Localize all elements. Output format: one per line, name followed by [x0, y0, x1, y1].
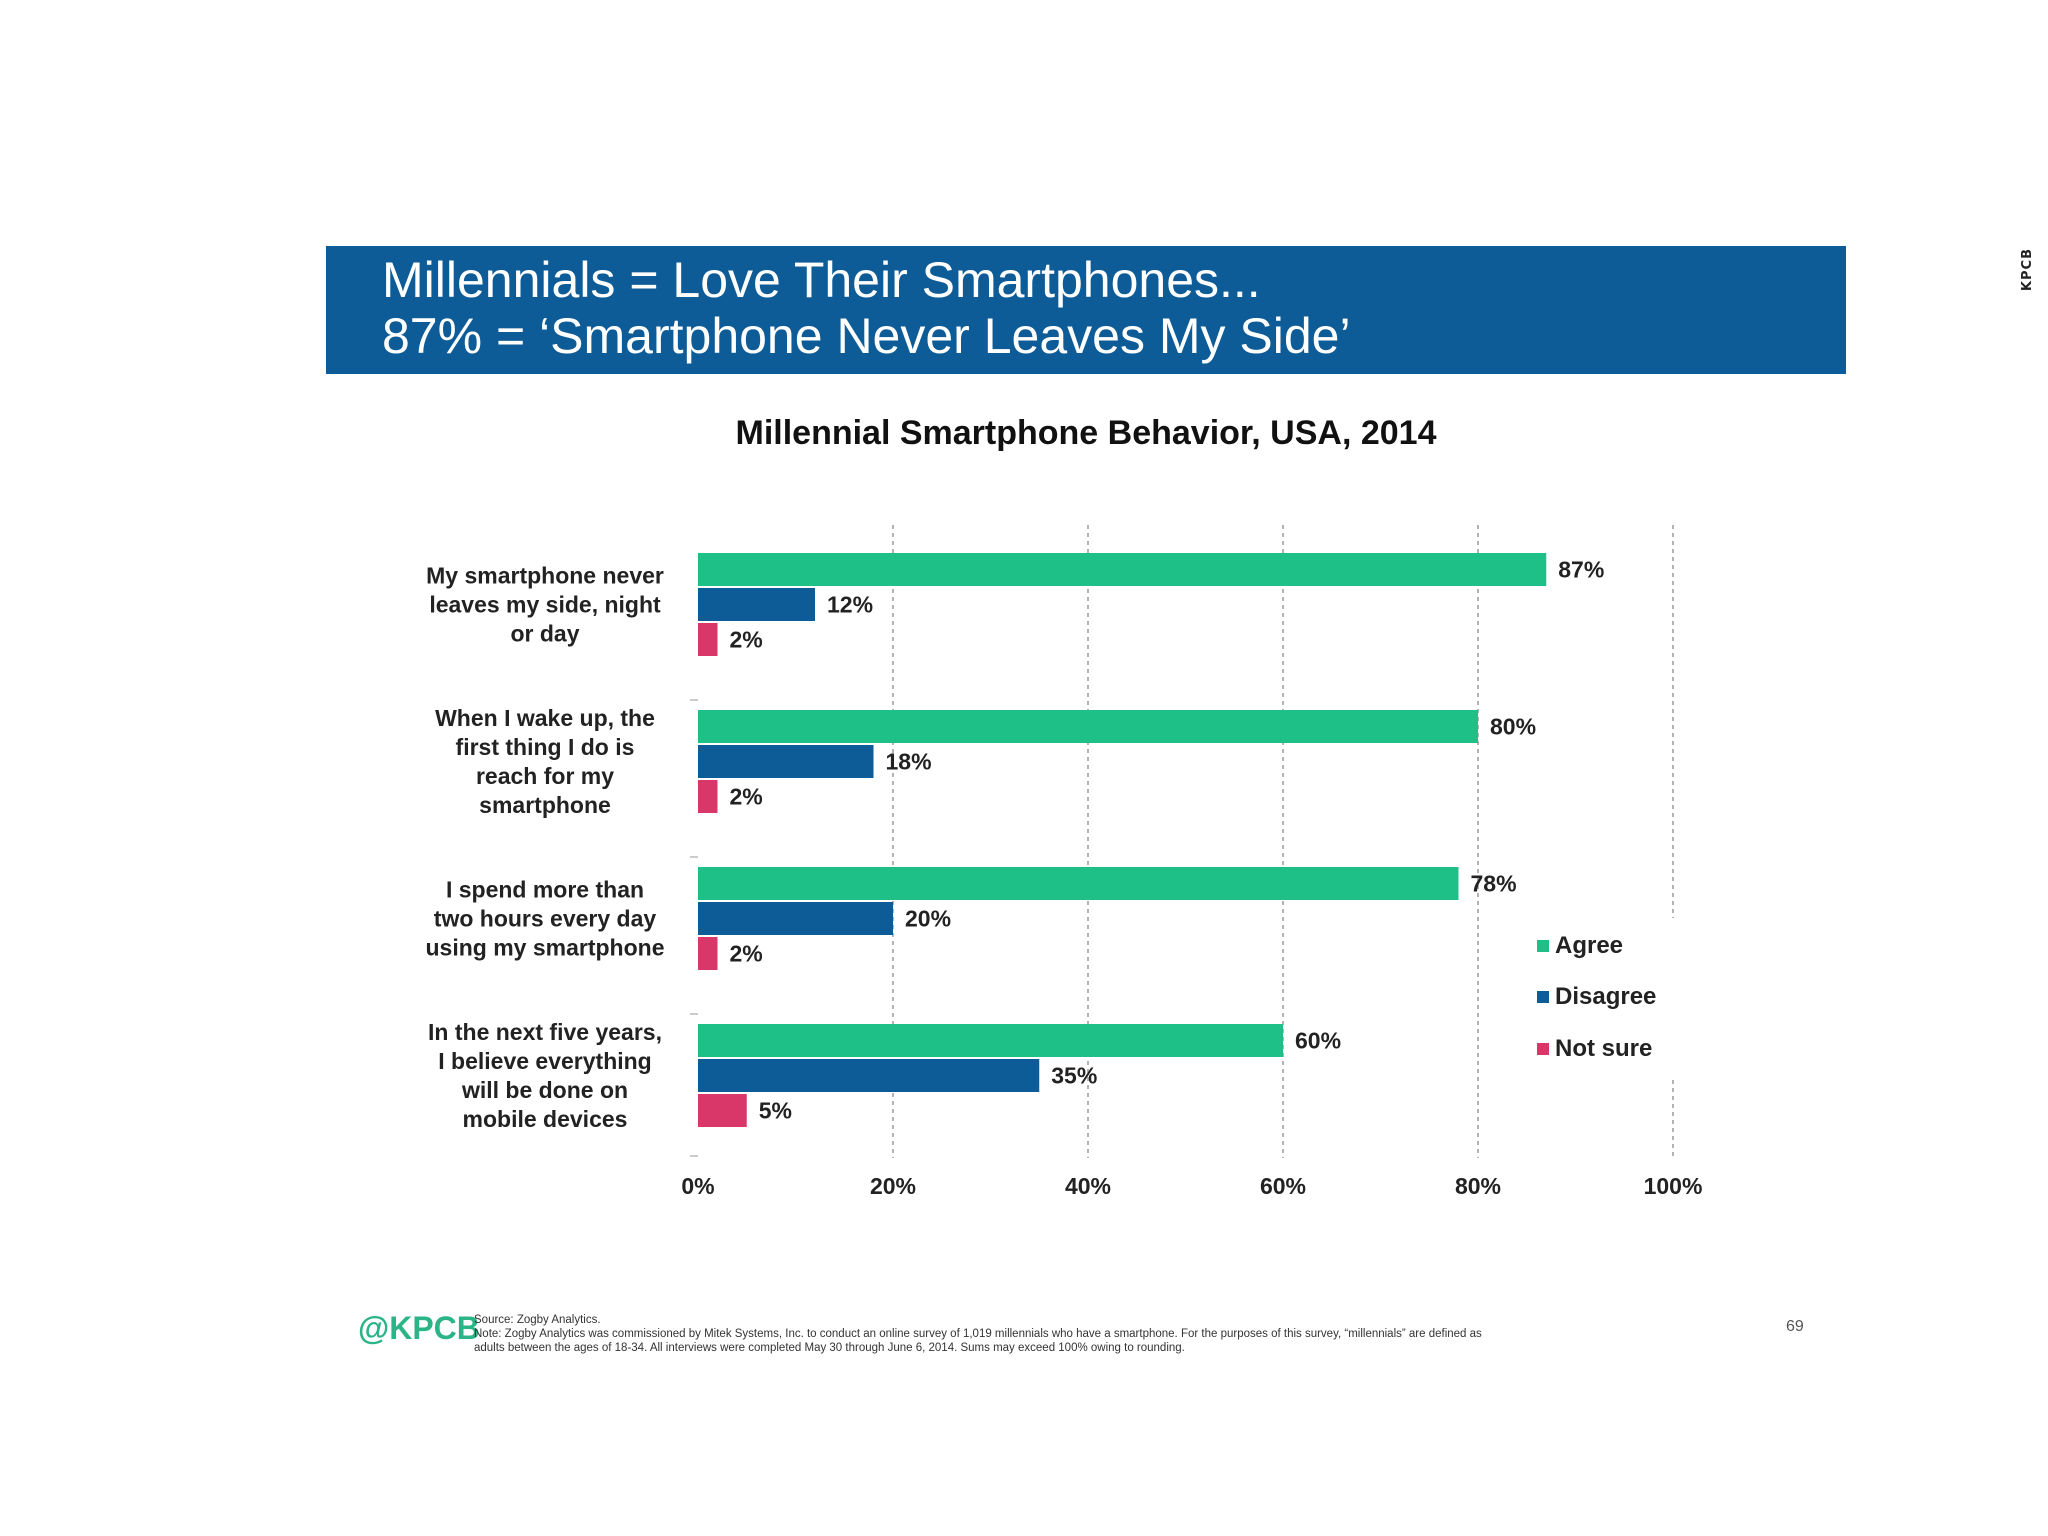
x-tick-label-80: 80% — [1455, 1173, 1501, 1199]
footer-notes: Source: Zogby Analytics. Note: Zogby Ana… — [474, 1313, 1794, 1355]
bar-agree-2 — [698, 867, 1459, 900]
bar-disagree-3 — [698, 1059, 1040, 1092]
category-label-line: first thing I do is — [456, 734, 635, 760]
category-label-line: In the next five years, — [428, 1019, 662, 1045]
legend-label-disagree: Disagree — [1555, 983, 1656, 1010]
category-label-line: smartphone — [479, 792, 611, 818]
data-label-not-sure-0: 2% — [730, 627, 763, 653]
category-label-line: leaves my side, night — [429, 592, 661, 618]
data-label-disagree-1: 18% — [886, 749, 932, 775]
data-label-agree-3: 60% — [1295, 1028, 1341, 1054]
legend-label-not-sure: Not sure — [1555, 1035, 1652, 1062]
data-label-not-sure-3: 5% — [759, 1098, 792, 1124]
legend-swatch-agree — [1537, 940, 1549, 952]
note-text-1: Note: Zogby Analytics was commissioned b… — [474, 1328, 1482, 1340]
bar-not-sure-0 — [698, 623, 718, 656]
data-label-agree-2: 78% — [1471, 871, 1517, 897]
bar-agree-0 — [698, 553, 1547, 586]
category-label-2: I spend more than two hours every day usin… — [426, 877, 665, 961]
category-label-3: In the next five years, I believe everyth… — [428, 1019, 662, 1132]
data-label-disagree-3: 35% — [1051, 1063, 1097, 1089]
x-tick-label-20: 20% — [870, 1173, 916, 1199]
category-label-0: My smartphone never leaves my side, night… — [426, 563, 664, 647]
legend-swatch-not-sure — [1537, 1043, 1549, 1055]
data-label-not-sure-1: 2% — [730, 784, 763, 810]
header-line-1: Millennials = Love Their Smartphones... — [382, 252, 1261, 308]
note-text-2: adults between the ages of 18-34. All in… — [474, 1342, 1185, 1354]
legend-swatch-disagree — [1537, 991, 1549, 1003]
x-tick-label-60: 60% — [1260, 1173, 1306, 1199]
kpcb-logo: @KPCB — [358, 1310, 480, 1346]
category-label-line: I believe everything — [438, 1048, 651, 1074]
bar-not-sure-3 — [698, 1094, 747, 1127]
category-label-line: using my smartphone — [426, 935, 665, 961]
data-label-not-sure-2: 2% — [730, 941, 763, 967]
category-label-line: mobile devices — [463, 1106, 628, 1132]
category-label-line: When I wake up, the — [435, 705, 655, 731]
category-label-line: or day — [510, 621, 579, 647]
x-tick-label-40: 40% — [1065, 1173, 1111, 1199]
bar-disagree-1 — [698, 745, 874, 778]
bar-not-sure-1 — [698, 780, 718, 813]
bar-agree-1 — [698, 710, 1478, 743]
legend-label-agree: Agree — [1555, 932, 1623, 959]
category-label-line: I spend more than — [446, 877, 644, 903]
header-banner: Millennials = Love Their Smartphones... … — [326, 246, 1846, 374]
x-tick-label-0: 0% — [681, 1173, 714, 1199]
category-label-line: My smartphone never — [426, 563, 664, 589]
bar-not-sure-2 — [698, 937, 718, 970]
header-line-2: 87% = ‘Smartphone Never Leaves My Side’ — [382, 308, 1351, 364]
bar-disagree-2 — [698, 902, 893, 935]
x-tick-label-100: 100% — [1644, 1173, 1703, 1199]
bar-agree-3 — [698, 1024, 1283, 1057]
category-label-1: When I wake up, the first thing I do is re… — [435, 705, 655, 818]
category-label-line: reach for my — [476, 763, 614, 789]
data-label-agree-1: 80% — [1490, 714, 1536, 740]
page-number: 69 — [1786, 1318, 1804, 1335]
data-label-agree-0: 87% — [1558, 557, 1604, 583]
source-text: Source: Zogby Analytics. — [474, 1314, 601, 1326]
data-label-disagree-2: 20% — [905, 906, 951, 932]
bar-disagree-0 — [698, 588, 815, 621]
category-label-line: will be done on — [461, 1077, 628, 1103]
chart-title: Millennial Smartphone Behavior, USA, 201… — [735, 414, 1437, 452]
category-label-line: two hours every day — [434, 906, 657, 932]
data-label-disagree-0: 12% — [827, 592, 873, 618]
